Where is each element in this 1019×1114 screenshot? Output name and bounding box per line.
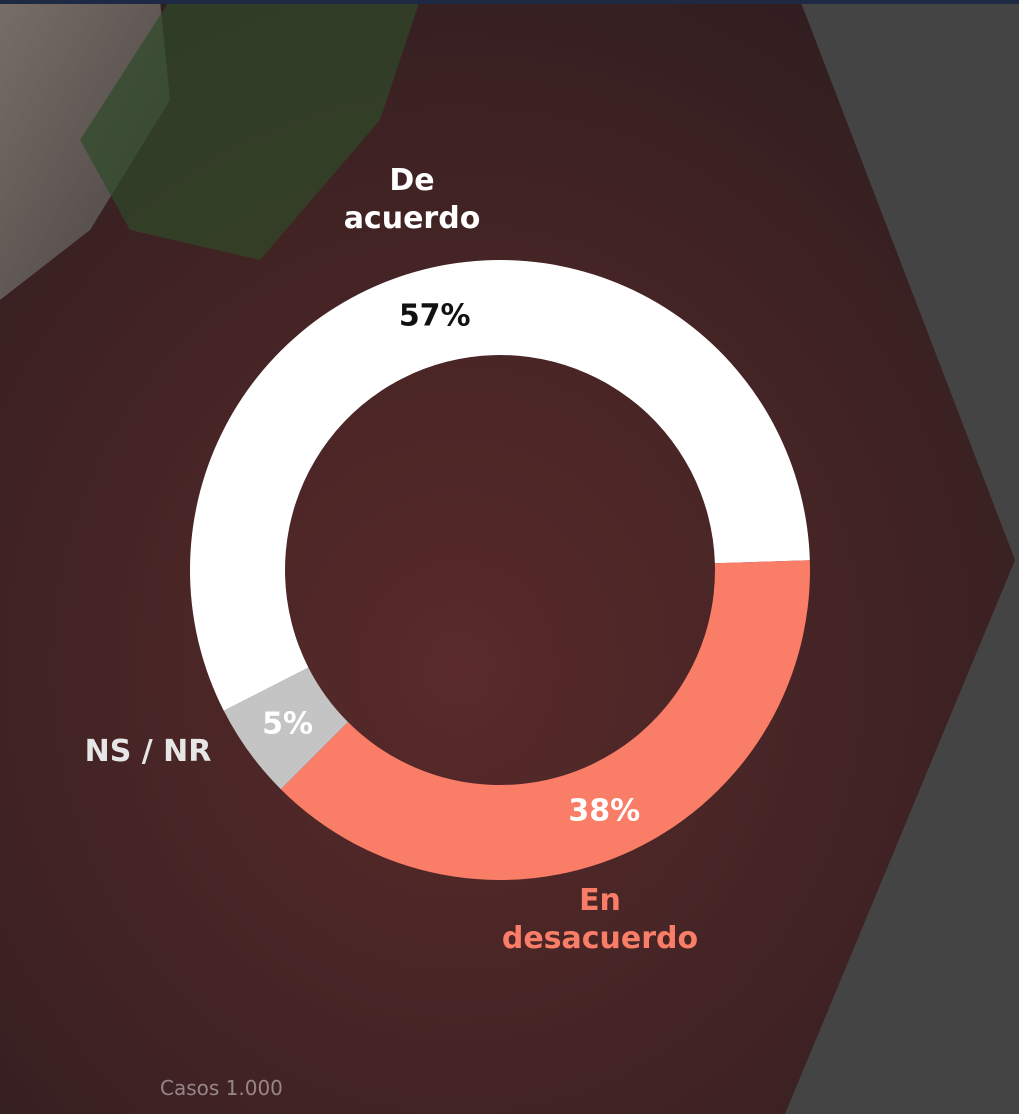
value-label: 5% (262, 706, 314, 742)
value-label: 57% (398, 298, 471, 334)
value-label: 38% (568, 793, 641, 829)
donut-segment (223, 667, 348, 790)
donut-segment (190, 260, 810, 711)
category-label: NS / NR (84, 734, 212, 769)
category-label: En desacuerdo (501, 883, 699, 956)
category-label: De acuerdo (343, 163, 481, 236)
donut-segment (280, 560, 811, 880)
note: Casos 1.000 (160, 1076, 283, 1100)
background-trees (80, 0, 420, 260)
donut (190, 260, 811, 880)
side-panel (785, 0, 1019, 1114)
top-border (0, 0, 1019, 4)
